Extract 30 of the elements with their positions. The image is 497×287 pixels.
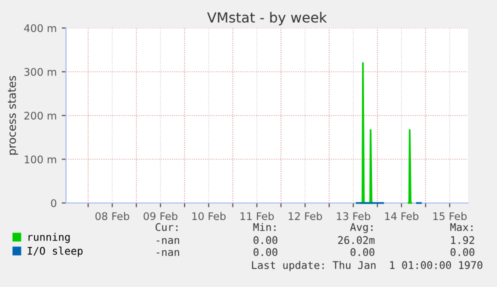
legend-label: I/O sleep	[28, 246, 83, 257]
x-tick-label: 11 Feb	[240, 212, 274, 220]
text: Last update: Thu Jan 1 01:00:00 1970	[252, 260, 482, 272]
text: 0.00	[254, 248, 278, 256]
text: 0.00	[254, 236, 278, 244]
y-axis-title: process states	[8, 76, 18, 155]
text: -nan	[156, 238, 180, 244]
chart-title: VMstat - by week	[207, 12, 327, 26]
y-tick-label: 0	[51, 199, 56, 208]
x-tick-label: 08 Feb	[95, 212, 130, 220]
text: 1.92	[451, 236, 474, 244]
text: Avg:	[350, 223, 372, 234]
text: Max:	[450, 223, 472, 232]
text: 0.00	[450, 248, 474, 256]
y-tick-label: 300 m	[24, 68, 56, 76]
text: Min:	[253, 222, 276, 231]
x-tick-label: 12 Feb	[288, 212, 322, 220]
x-tick-label: 15 Feb	[433, 212, 467, 220]
text: -nan	[156, 250, 180, 256]
x-tick-label: 14 Feb	[385, 212, 418, 220]
x-tick-label: 13 Feb	[336, 212, 370, 220]
x-tick-label: 10 Feb	[192, 212, 226, 220]
y-tick-label: 100 m	[24, 155, 56, 164]
y-tick-label: 400 m	[24, 24, 56, 32]
text: Cur:	[156, 223, 178, 232]
legend-label: running	[28, 232, 70, 244]
text: 0.00	[350, 248, 374, 256]
x-tick-label: 09 Feb	[144, 212, 178, 220]
y-tick-label: 200 m	[24, 112, 56, 120]
text: 26.02m	[338, 236, 375, 244]
